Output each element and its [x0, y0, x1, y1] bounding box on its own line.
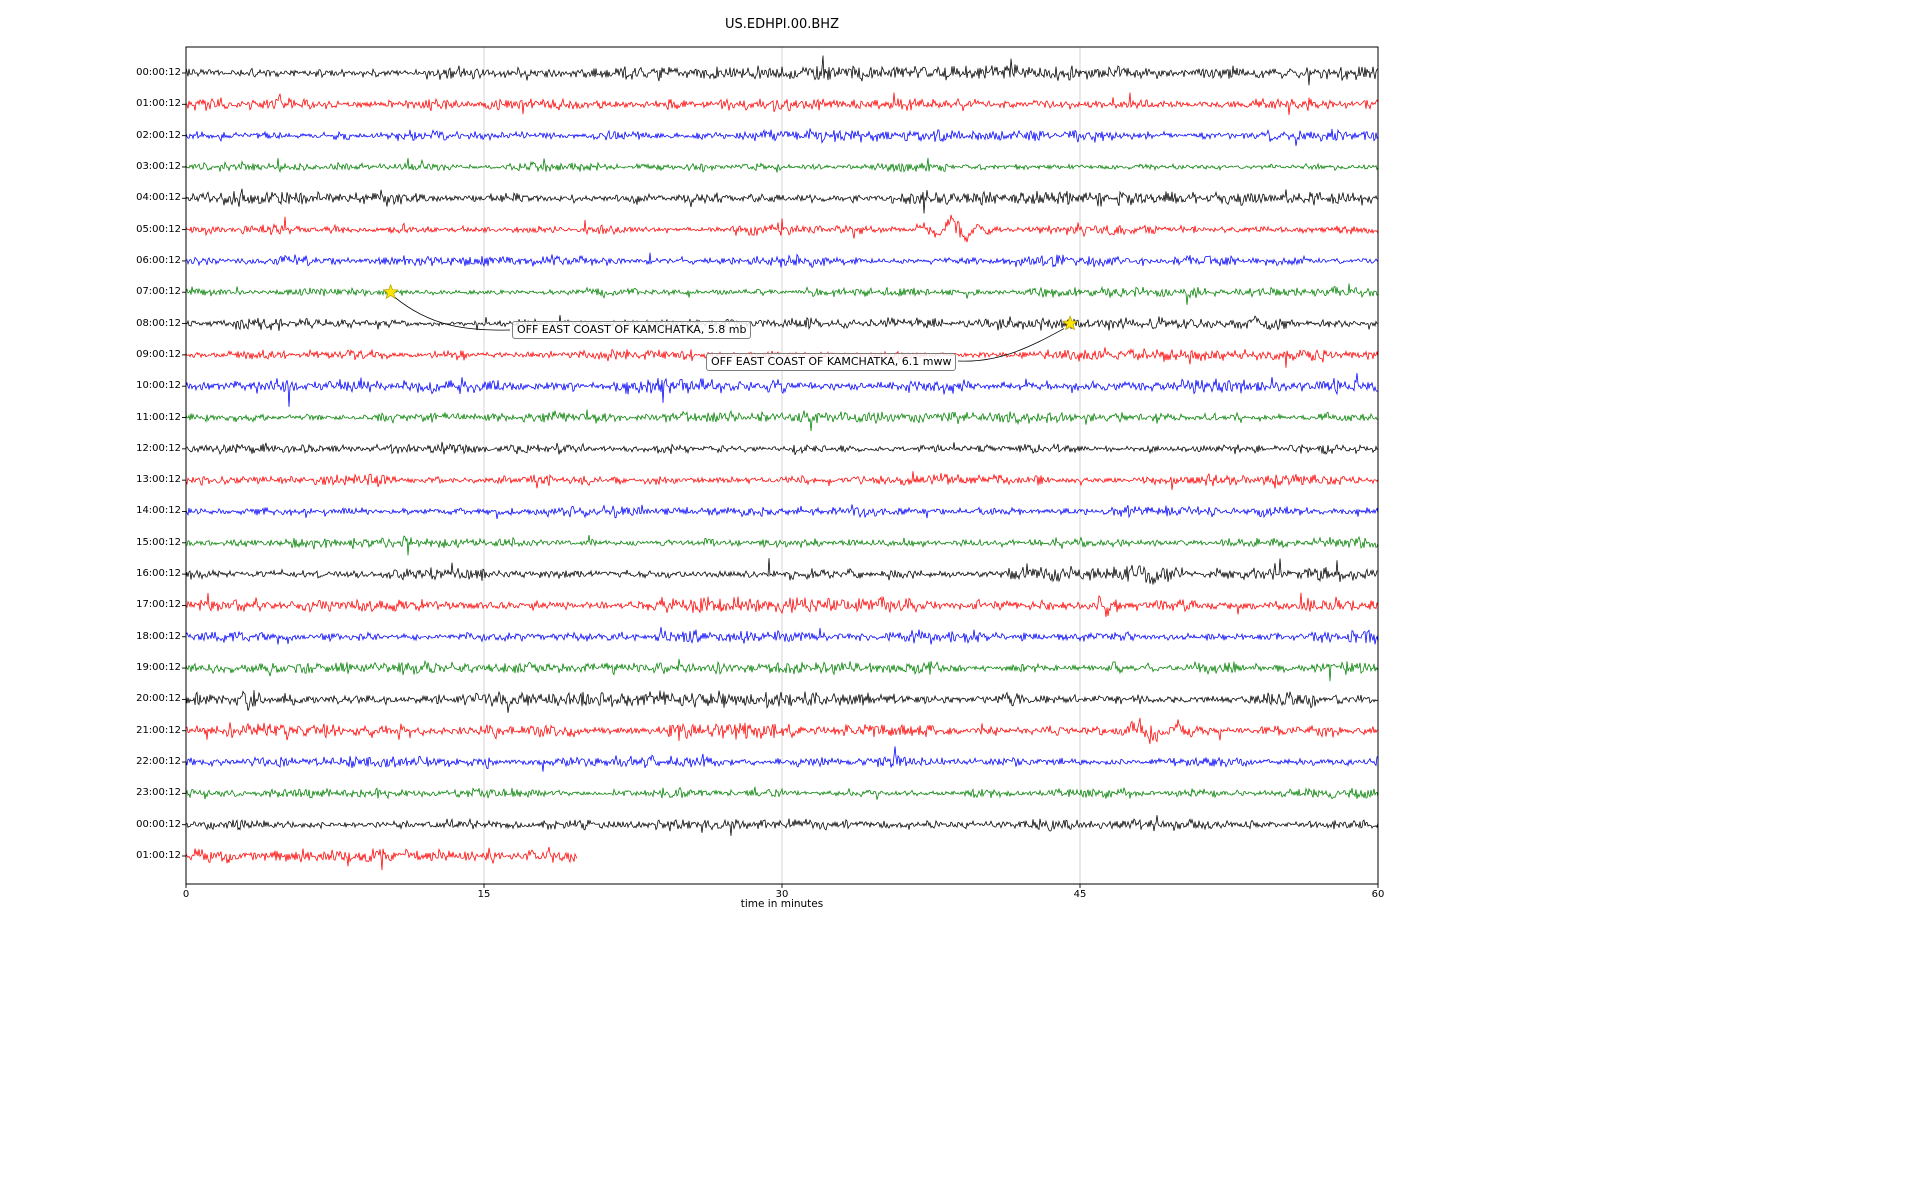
x-tick-label-0: 0: [182, 889, 190, 900]
trace-time-label-25: 01:00:12: [136, 850, 181, 861]
trace-time-label-13: 13:00:12: [136, 474, 181, 486]
trace-time-label-5: 05:00:12: [136, 223, 181, 235]
trace-row-11: [185, 409, 1379, 432]
trace-time-label-18: 18:00:12: [136, 630, 181, 642]
trace-time-label-4: 04:00:12: [136, 192, 181, 204]
trace-row-17: [185, 592, 1379, 618]
trace-time-label-16: 16:00:12: [136, 568, 181, 580]
trace-time-label-14: 14:00:12: [136, 505, 181, 517]
trace-row-20: [185, 690, 1379, 713]
trace-time-label-10: 10:00:12: [136, 380, 181, 392]
trace-time-label-0: 00:00:12: [136, 67, 181, 78]
trace-row-12: [185, 441, 1379, 456]
trace-time-label-23: 23:00:12: [136, 787, 181, 799]
trace-time-label-19: 19:00:12: [136, 662, 181, 674]
trace-row-8: [185, 314, 1379, 331]
trace-row-16: [185, 558, 1379, 585]
trace-row-22: [185, 746, 1378, 772]
trace-row-24: [185, 815, 1379, 836]
trace-row-4: [185, 188, 1379, 214]
trace-time-label-7: 07:00:12: [136, 286, 181, 298]
trace-time-label-21: 21:00:12: [136, 724, 181, 736]
trace-time-label-6: 06:00:12: [136, 254, 181, 266]
plot-title: US.EDHPI.00.BHZ: [725, 17, 839, 32]
event-annotation-2: OFF EAST COAST OF KAMCHATKA, 6.1 mww: [706, 353, 957, 371]
trace-time-label-17: 17:00:12: [136, 599, 181, 611]
trace-time-label-22: 22:00:12: [136, 756, 181, 768]
trace-row-1: [185, 92, 1379, 116]
x-tick-label-2: 30: [775, 889, 789, 900]
event-star-2: [1061, 315, 1079, 331]
trace-row-21: [185, 717, 1378, 745]
trace-row-25: [185, 846, 578, 871]
trace-row-15: [185, 535, 1379, 556]
trace-time-label-9: 09:00:12: [136, 348, 181, 360]
trace-row-10: [185, 373, 1379, 407]
trace-row-19: [185, 658, 1379, 682]
x-tick-label-3: 45: [1073, 889, 1087, 900]
trace-row-18: [185, 626, 1379, 645]
trace-time-label-20: 20:00:12: [136, 693, 181, 705]
trace-time-label-24: 00:00:12: [136, 818, 181, 830]
trace-time-label-12: 12:00:12: [136, 442, 181, 454]
trace-time-label-8: 08:00:12: [136, 317, 181, 329]
x-tick-label-4: 60: [1371, 889, 1385, 900]
trace-row-5: [185, 214, 1379, 243]
annotation-connector-2: [957, 328, 1065, 362]
trace-row-23: [185, 786, 1379, 800]
trace-row-3: [185, 157, 1379, 174]
trace-row-14: [185, 504, 1379, 520]
trace-row-0: [185, 55, 1379, 86]
trace-time-label-11: 11:00:12: [136, 411, 181, 423]
trace-time-label-3: 03:00:12: [136, 160, 181, 172]
x-tick-label-1: 15: [477, 889, 491, 900]
trace-row-13: [185, 471, 1379, 490]
event-star-1: [382, 283, 399, 300]
trace-row-6: [185, 252, 1379, 269]
trace-time-label-2: 02:00:12: [136, 129, 181, 141]
trace-time-label-1: 01:00:12: [136, 98, 181, 110]
trace-row-2: [185, 128, 1379, 146]
trace-time-label-15: 15:00:12: [136, 536, 181, 548]
annotation-connector-1: [394, 296, 511, 331]
event-annotation-1: OFF EAST COAST OF KAMCHATKA, 5.8 mb: [512, 321, 752, 339]
x-axis-label: time in minutes: [740, 898, 824, 910]
